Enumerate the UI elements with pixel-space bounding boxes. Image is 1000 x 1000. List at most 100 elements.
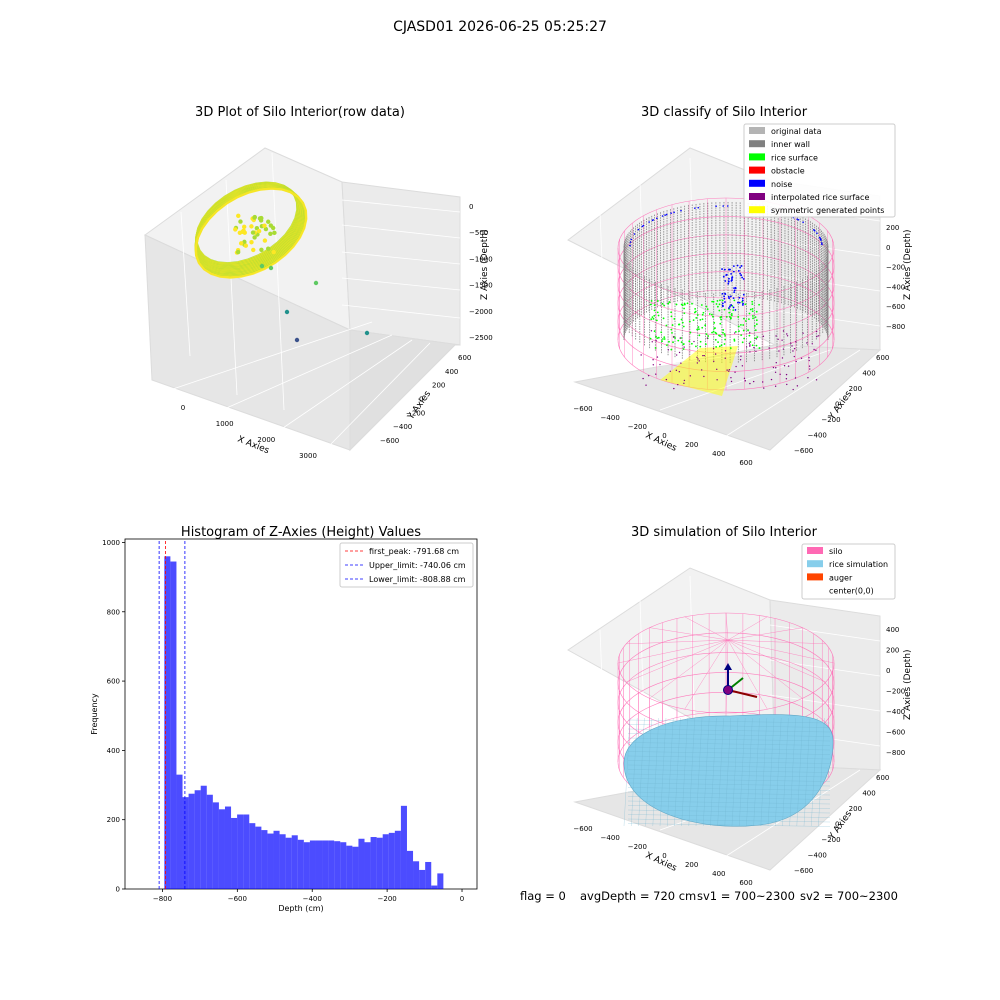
sim-silo-roof [727, 616, 768, 641]
hist-bar [224, 806, 232, 889]
hist-x-tick-label: −200 [378, 895, 397, 903]
cls-interpolated-point [762, 335, 765, 338]
cls-rice-surface-point [681, 321, 684, 324]
cls-noise-point [740, 274, 743, 277]
cls-noise-point [727, 282, 730, 285]
hist-bar [419, 869, 426, 889]
classify-legend-label: interpolated rice surface [771, 193, 869, 202]
cls-rice-surface-point [663, 304, 666, 307]
raw-point [294, 337, 300, 343]
cls-interpolated-point [745, 346, 748, 348]
raw-point [284, 309, 290, 315]
cls-rice-surface-point [656, 300, 659, 302]
cls-rice-surface-point [715, 346, 718, 348]
cls-rice-surface-point [680, 341, 683, 344]
cls-noise-point [723, 295, 726, 298]
cls-interpolated-point [787, 365, 790, 367]
cls-rice-surface-point [650, 299, 653, 302]
sim-rice-mesh [623, 717, 631, 827]
classify-legend-swatch [749, 166, 765, 174]
cls-interpolated-point [716, 368, 718, 371]
cls-rice-surface-point [712, 315, 714, 318]
cls-interpolated-point [768, 347, 770, 349]
cls-noise-point [732, 297, 735, 300]
hist-x-tick-label: −800 [153, 895, 172, 903]
hist-bar [285, 837, 292, 889]
sim-rice-surface [623, 714, 834, 827]
cls-interpolated-point [817, 335, 819, 337]
cls-interpolated-point [730, 380, 733, 383]
hist-bar [322, 840, 329, 889]
cls-rice-surface-point [741, 341, 744, 344]
raw-x-tick-label: 2000 [257, 436, 275, 444]
cls-rice-surface-point [743, 337, 746, 340]
cls-noise-point [728, 297, 731, 300]
hist-ylabel: Frequency [90, 693, 99, 735]
raw-point [250, 230, 256, 235]
sim-silo-roof [617, 639, 729, 664]
raw-z-tick-label: −500 [469, 229, 488, 237]
cls-noise-point [732, 265, 735, 268]
cls-noise-point [661, 215, 664, 217]
cls-interpolated-point [752, 380, 755, 383]
sim-rice-mesh [645, 717, 652, 827]
sim-legend-label: silo [829, 547, 843, 556]
sim-rice-mesh [710, 717, 717, 827]
hist-bar [364, 842, 371, 889]
sim-rice-mesh [818, 717, 825, 827]
cls-noise-point [694, 207, 696, 209]
cls-noise-point [741, 297, 744, 300]
cls-interpolated-point [683, 346, 685, 348]
sim-rice-mesh [627, 760, 831, 764]
cls-rice-surface-point [755, 323, 758, 326]
cls-rice-surface-point [747, 318, 750, 321]
cls-interpolated-point [665, 378, 668, 381]
gridline [769, 309, 881, 327]
sv2-status: sv2 = 700~2300 [800, 889, 898, 903]
gridline [341, 224, 461, 239]
cls-interpolated-point [786, 335, 789, 337]
cls-rice-surface-point [751, 310, 754, 313]
cls-rice-surface-point [689, 331, 692, 334]
raw-y-tick-label: 0 [419, 396, 423, 404]
cls-rice-surface-point [661, 302, 664, 305]
sim-z-tick-label: 0 [886, 667, 890, 675]
raw-z-tick-label: −2000 [469, 308, 493, 316]
gridline [341, 251, 461, 265]
cls-rice-surface-point [755, 319, 758, 322]
sim-silo-roof [649, 627, 729, 641]
cls-rice-surface-point [749, 308, 752, 311]
cls-rice-surface-point [649, 303, 652, 306]
cls-interpolated-point [781, 357, 784, 359]
cls-rice-surface-point [674, 337, 677, 339]
cls-rice-surface-point [680, 303, 683, 306]
hist-legend-label: Lower_limit: -808.88 cm [369, 575, 466, 584]
sim-rice-mesh [627, 764, 831, 769]
panel-simulation-3d: 3D simulation of Silo Interior −600−400−… [567, 525, 913, 887]
cls-noise-point [813, 229, 816, 232]
sim-z-ticks: 400 200 0 −200 −400 −600 −800 [886, 626, 905, 757]
raw-y-tick-label: 400 [445, 368, 458, 376]
sim-x-tick-label: −400 [601, 834, 620, 842]
sim-rice-mesh [627, 809, 831, 814]
cls-rice-surface-point [742, 324, 745, 326]
cls-rice-surface-point [690, 342, 693, 345]
cls-noise-point [725, 274, 728, 276]
cls-noise-point [656, 217, 658, 220]
cls-noise-point [723, 268, 726, 271]
cls-rice-surface-point [742, 329, 745, 332]
cls-rice-surface-point [708, 313, 711, 315]
sim-silo-roof [626, 639, 729, 645]
hist-bar [255, 826, 262, 889]
cls-noise-point [721, 268, 723, 270]
raw-ylabel: Y Axies [406, 389, 434, 422]
cls-rice-surface-point [649, 337, 652, 340]
cls-interpolated-point [815, 330, 818, 333]
sim-silo-roof [727, 627, 803, 641]
hist-bar [340, 842, 347, 889]
raw-point [249, 240, 254, 245]
sim-rice-mesh [627, 742, 831, 746]
cls-rice-surface-point [655, 335, 657, 338]
cls-rice-surface-point [682, 348, 685, 350]
